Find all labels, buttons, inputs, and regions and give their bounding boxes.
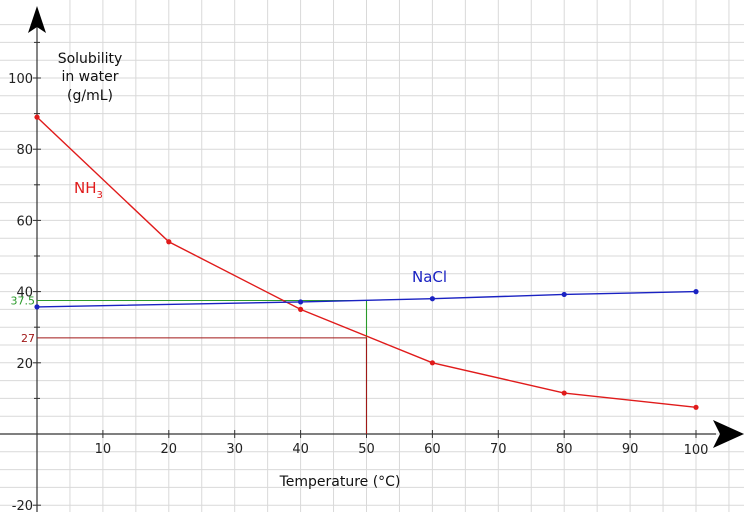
series-label-nh3: NH3 xyxy=(74,179,103,201)
series-label-nacl: NaCl xyxy=(412,268,447,286)
x-tick-label: 50 xyxy=(358,442,375,457)
data-point xyxy=(298,299,304,305)
x-tick-label: 40 xyxy=(292,442,309,457)
data-point xyxy=(298,306,304,312)
y-tick-label: 100 xyxy=(8,72,33,87)
x-tick-label: 70 xyxy=(490,442,507,457)
series-label-nh3-subscript: 3 xyxy=(97,190,103,201)
y-axis-label-line-3: (g/mL) xyxy=(67,88,113,104)
reference-line-label: 27 xyxy=(21,332,35,345)
x-tick-label: 100 xyxy=(684,443,709,458)
x-tick-label: 60 xyxy=(424,442,441,457)
data-point xyxy=(429,360,435,366)
y-tick-label: -20 xyxy=(12,499,33,512)
x-tick-label: 30 xyxy=(226,442,243,457)
data-point xyxy=(34,114,40,120)
data-point xyxy=(34,304,40,310)
data-point xyxy=(166,239,172,245)
axes: 10 20 30 40 50 60 70 80 90 100 -20 20 40 60 80 100 xyxy=(0,6,744,512)
y-tick-label: 40 xyxy=(16,286,33,301)
data-point xyxy=(693,404,699,410)
chart-labels: Solubility in water (g/mL) Temperature (… xyxy=(58,51,447,490)
series-label-nh3-main: NH xyxy=(74,179,97,197)
data-point xyxy=(561,291,567,298)
reference-line-label: 37.5 xyxy=(11,295,36,308)
y-tick-label: 20 xyxy=(16,357,33,372)
data-point xyxy=(429,296,435,302)
x-axis-label: Temperature (°C) xyxy=(279,474,401,490)
reference-lines: 37.5 27 xyxy=(11,295,368,434)
y-axis-arrow-icon xyxy=(28,6,46,33)
y-axis-label-line-2: in water xyxy=(61,69,118,85)
series-line-nh3 xyxy=(36,116,697,408)
data-series xyxy=(34,114,699,410)
x-axis-arrow-icon xyxy=(713,420,744,448)
x-tick-label: 90 xyxy=(622,442,639,457)
x-tick-label: 10 xyxy=(95,442,112,457)
x-tick-label: 80 xyxy=(556,442,573,457)
x-tick-label: 20 xyxy=(161,442,178,457)
y-tick-label: 60 xyxy=(16,214,33,229)
data-point xyxy=(693,289,699,295)
y-tick-label: 80 xyxy=(16,143,33,158)
y-axis-label-line-1: Solubility xyxy=(58,51,123,67)
data-point xyxy=(561,390,567,396)
